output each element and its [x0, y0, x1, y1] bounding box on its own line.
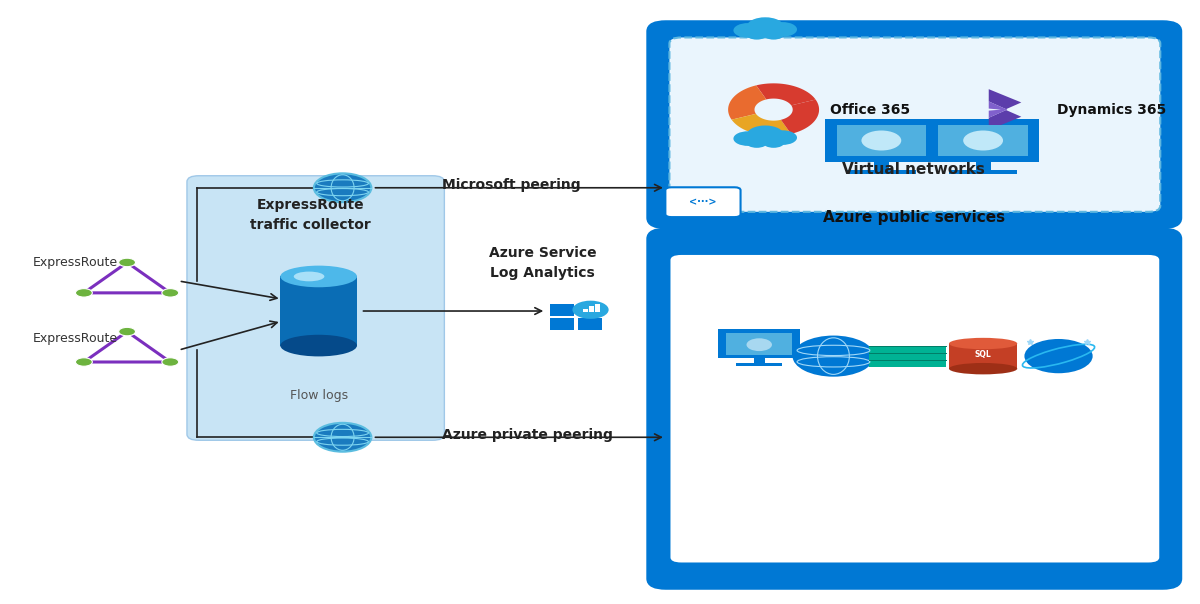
FancyBboxPatch shape	[670, 254, 1160, 564]
Bar	[719, 329, 800, 358]
Circle shape	[162, 358, 179, 366]
Bar	[550, 318, 575, 330]
Text: Microsoft peering: Microsoft peering	[442, 178, 581, 191]
Bar	[589, 306, 594, 312]
Ellipse shape	[294, 272, 324, 281]
Bar	[577, 304, 602, 316]
Circle shape	[1025, 339, 1093, 373]
Bar	[869, 346, 947, 353]
Polygon shape	[728, 85, 767, 120]
Text: Dynamics 365: Dynamics 365	[1057, 103, 1166, 117]
Polygon shape	[732, 114, 791, 136]
Circle shape	[76, 289, 92, 297]
Circle shape	[119, 327, 136, 336]
Circle shape	[746, 137, 768, 148]
Bar	[281, 277, 356, 345]
FancyBboxPatch shape	[649, 23, 1180, 226]
Circle shape	[314, 173, 371, 202]
Text: Flow logs: Flow logs	[289, 389, 348, 402]
Polygon shape	[756, 83, 816, 105]
Bar	[577, 318, 602, 330]
Text: ExpressRoute: ExpressRoute	[34, 257, 118, 269]
Bar	[583, 309, 588, 312]
Circle shape	[572, 301, 608, 319]
Text: Virtual networks: Virtual networks	[842, 162, 985, 177]
FancyBboxPatch shape	[187, 176, 444, 440]
Circle shape	[733, 131, 762, 146]
Circle shape	[763, 137, 785, 148]
Bar	[836, 125, 926, 156]
Bar	[874, 162, 889, 172]
Circle shape	[314, 423, 371, 452]
Ellipse shape	[949, 363, 1018, 374]
Circle shape	[792, 336, 875, 377]
Bar	[949, 344, 1018, 368]
Circle shape	[746, 126, 784, 144]
Bar	[847, 170, 916, 174]
Circle shape	[76, 358, 92, 366]
Bar	[754, 358, 764, 364]
FancyBboxPatch shape	[649, 231, 1180, 587]
Text: Office 365: Office 365	[830, 103, 910, 117]
Ellipse shape	[281, 266, 356, 288]
Text: SQL: SQL	[974, 350, 991, 359]
Bar	[550, 304, 575, 316]
FancyBboxPatch shape	[665, 187, 740, 217]
Circle shape	[768, 22, 797, 37]
Circle shape	[733, 23, 762, 37]
Text: Azure public services: Azure public services	[823, 210, 1004, 225]
Bar	[976, 162, 990, 172]
Bar	[928, 118, 1039, 162]
Circle shape	[162, 289, 179, 297]
Bar	[869, 360, 947, 367]
Polygon shape	[989, 101, 1007, 118]
Circle shape	[763, 29, 785, 40]
Text: ExpressRoute: ExpressRoute	[34, 332, 118, 344]
Bar	[726, 333, 792, 355]
Circle shape	[768, 130, 797, 145]
Text: ExpressRoute
traffic collector: ExpressRoute traffic collector	[250, 198, 371, 231]
Bar	[869, 353, 947, 360]
Polygon shape	[781, 100, 820, 134]
Bar	[737, 364, 782, 365]
FancyBboxPatch shape	[670, 37, 1160, 212]
Circle shape	[746, 338, 772, 351]
Circle shape	[746, 29, 768, 40]
Text: Azure private peering: Azure private peering	[442, 428, 613, 443]
Bar	[949, 170, 1018, 174]
Ellipse shape	[281, 335, 356, 356]
Circle shape	[862, 130, 901, 150]
Circle shape	[746, 18, 784, 36]
Polygon shape	[989, 89, 1021, 130]
Bar	[595, 304, 600, 312]
Ellipse shape	[949, 338, 1018, 349]
Bar	[938, 125, 1028, 156]
Circle shape	[119, 258, 136, 267]
Circle shape	[964, 130, 1003, 150]
Text: Azure Service
Log Analytics: Azure Service Log Analytics	[488, 246, 596, 280]
Text: <···>: <···>	[689, 197, 716, 207]
Bar	[826, 118, 937, 162]
